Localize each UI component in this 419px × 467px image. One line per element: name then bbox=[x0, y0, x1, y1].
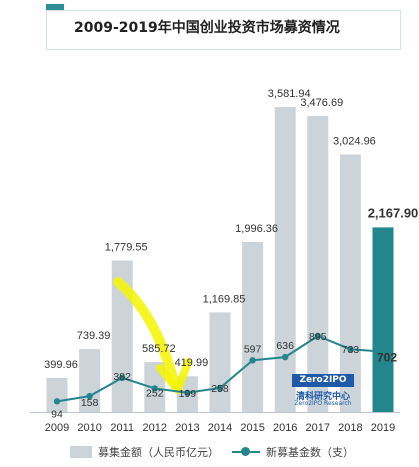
legend-line-marker bbox=[241, 447, 250, 456]
x-tick-label-2012: 2012 bbox=[143, 422, 167, 434]
line-value-label-2019: 702 bbox=[377, 351, 397, 365]
legend-bar-label: 募集金额（人民币亿元） bbox=[98, 446, 219, 459]
line-value-label-2017: 895 bbox=[309, 331, 327, 343]
annotation-arrow-head bbox=[156, 358, 192, 394]
line-value-label-2016: 636 bbox=[276, 340, 294, 352]
line-marker-2016 bbox=[282, 353, 289, 361]
x-tick-label-2010: 2010 bbox=[77, 422, 101, 434]
line-marker-2010 bbox=[86, 392, 93, 400]
line-value-label-2010: 158 bbox=[81, 397, 99, 409]
x-tick-label-2016: 2016 bbox=[273, 422, 297, 434]
bar-2014 bbox=[209, 312, 231, 412]
line-marker-2012 bbox=[151, 385, 158, 392]
watermark-line3: Zero2IPO Research bbox=[294, 400, 352, 407]
bar-value-label-2016: 3,581.94 bbox=[268, 88, 311, 100]
line-value-label-2012: 252 bbox=[146, 387, 164, 399]
bar-2019 bbox=[372, 227, 394, 412]
line-marker-2013 bbox=[184, 389, 191, 396]
bar-value-label-2017: 3,476.69 bbox=[300, 97, 343, 109]
bar-value-label-2011: 1,779.55 bbox=[105, 241, 148, 253]
x-tick-label-2009: 2009 bbox=[45, 422, 69, 434]
line-marker-2018 bbox=[347, 346, 354, 353]
chart-title: 2009-2019年中国创业投资市场募资情况 bbox=[74, 20, 340, 36]
x-tick-label-2015: 2015 bbox=[240, 422, 264, 434]
bar-value-label-2019: 2,167.90 bbox=[368, 205, 419, 220]
watermark-line2: 清科研究中心 bbox=[295, 392, 350, 402]
line-value-label-2011: 382 bbox=[113, 371, 131, 383]
x-tick-label-2014: 2014 bbox=[208, 422, 232, 434]
bar-value-label-2012: 585.72 bbox=[142, 343, 176, 355]
bar-2016 bbox=[274, 107, 296, 412]
legend: 募集金额（人民币亿元） 新募基金数（支） bbox=[0, 434, 419, 464]
x-tick-label-2017: 2017 bbox=[306, 422, 330, 434]
line-value-label-2014: 258 bbox=[211, 383, 229, 395]
bar-value-label-2010: 739.39 bbox=[77, 330, 111, 342]
line-marker-2019 bbox=[379, 348, 387, 355]
watermark-logo: Zero2IPO 清科研究中心 Zero2IPO Research bbox=[292, 374, 354, 408]
bar-value-label-2018: 3,024.96 bbox=[333, 135, 376, 147]
x-tick-label-2011: 2011 bbox=[110, 422, 134, 434]
x-tick-label-2013: 2013 bbox=[175, 422, 199, 434]
bar-value-label-2015: 1,996.36 bbox=[235, 223, 278, 235]
line-marker-2017 bbox=[314, 332, 321, 340]
legend-line-label: 新募基金数（支） bbox=[266, 446, 354, 459]
line-marker-2011 bbox=[119, 374, 126, 382]
bar-value-label-2009: 399.96 bbox=[44, 359, 78, 371]
x-tick-label-2019: 2019 bbox=[371, 422, 395, 434]
bar-2009 bbox=[46, 377, 68, 412]
x-tick-label-2018: 2018 bbox=[338, 422, 362, 434]
bar-2017 bbox=[307, 115, 329, 412]
bar-value-label-2014: 1,169.85 bbox=[203, 293, 246, 305]
annotation-arrow-shaft bbox=[113, 277, 180, 389]
bar-2011 bbox=[111, 260, 133, 412]
watermark-line1: Zero2IPO bbox=[292, 374, 354, 387]
line-value-label-2009: 94 bbox=[51, 408, 63, 420]
bar-2015 bbox=[242, 242, 264, 412]
line-marker-2015 bbox=[249, 357, 256, 364]
legend-bar-swatch bbox=[70, 446, 92, 458]
line-marker-2009 bbox=[53, 398, 61, 405]
line-value-label-2018: 733 bbox=[342, 344, 360, 356]
title-box bbox=[46, 10, 401, 50]
line-value-label-2013: 199 bbox=[179, 388, 197, 400]
line-marker-2014 bbox=[216, 384, 224, 392]
bar-value-label-2013: 419.99 bbox=[175, 357, 209, 369]
line-value-label-2015: 597 bbox=[244, 343, 262, 355]
